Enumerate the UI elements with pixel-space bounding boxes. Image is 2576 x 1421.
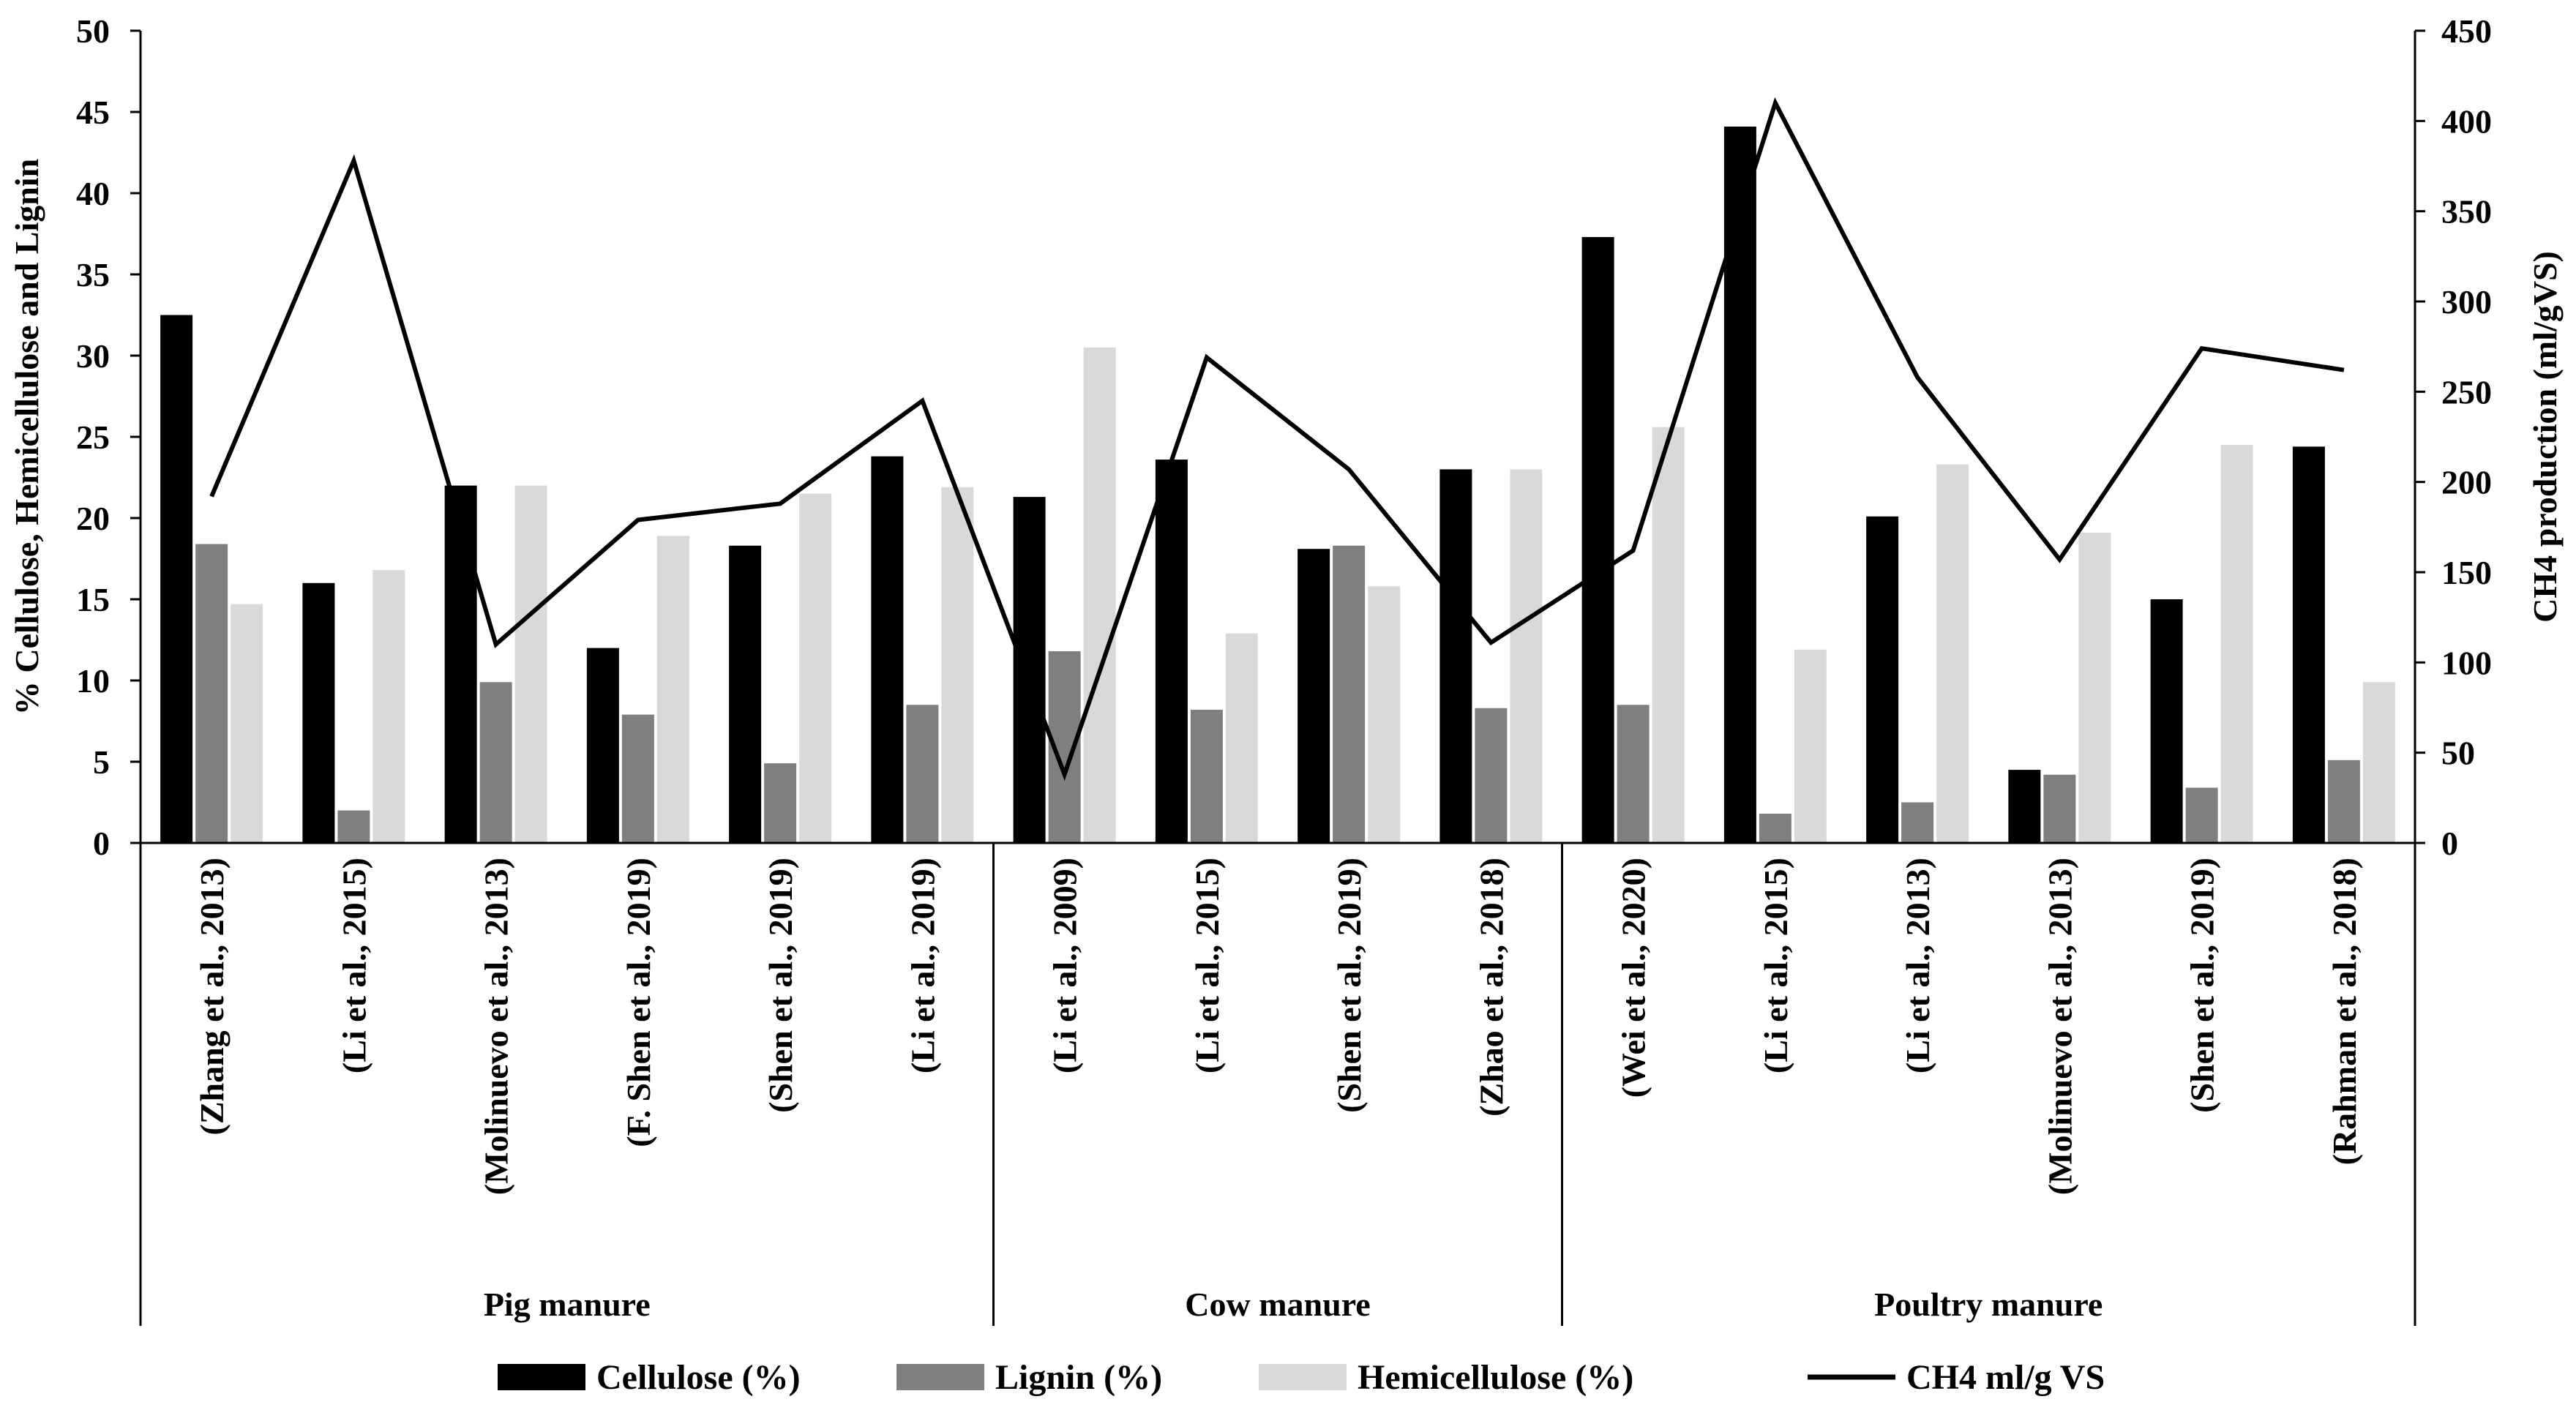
right-axis-title: CH4 production (ml/gVS) xyxy=(2526,251,2564,623)
category-label: (Shen et al., 2019) xyxy=(762,858,799,1113)
hemicellulose-bar xyxy=(799,493,832,843)
left-tick-label: 30 xyxy=(76,337,110,375)
category-label: (Shen et al., 2019) xyxy=(2184,858,2221,1113)
cellulose-bar xyxy=(1581,236,1614,843)
ch4-line xyxy=(209,97,2345,781)
left-tick-label: 10 xyxy=(76,662,110,700)
lignin-bar xyxy=(621,714,654,843)
cellulose-bar xyxy=(2150,599,2183,843)
category-label: (Molinuevo et al., 2013) xyxy=(2041,858,2078,1195)
left-tick-label: 35 xyxy=(76,256,110,293)
lignin-bar xyxy=(1617,705,1650,843)
right-tick-label: 350 xyxy=(2441,193,2492,230)
cellulose-bar xyxy=(1723,126,1756,844)
cellulose-bar xyxy=(586,648,619,843)
hemicellulose-bar xyxy=(1652,427,1685,843)
right-tick-label: 50 xyxy=(2441,735,2475,772)
legend-label-lignin: Lignin (%) xyxy=(995,1358,1162,1397)
left-tick-label: 25 xyxy=(76,419,110,456)
cellulose-bar xyxy=(1013,497,1046,843)
lignin-bar xyxy=(479,682,512,843)
legend-label-ch4: CH4 ml/g VS xyxy=(1906,1358,2105,1397)
lignin-bar xyxy=(1901,802,1934,843)
hemicellulose-bar xyxy=(514,485,547,843)
hemicellulose-bar xyxy=(2078,532,2111,843)
cellulose-bar xyxy=(729,545,762,843)
hemicellulose-bar xyxy=(231,604,263,843)
right-tick-label: 150 xyxy=(2441,554,2492,591)
category-label: (Shen et al., 2019) xyxy=(1330,858,1368,1113)
category-label: (Wei et al., 2020) xyxy=(1615,858,1652,1098)
left-tick-label: 40 xyxy=(76,175,110,212)
right-tick-label: 100 xyxy=(2441,644,2492,681)
left-tick-label: 5 xyxy=(93,743,110,781)
lignin-bar xyxy=(1475,708,1508,843)
left-tick-label: 15 xyxy=(76,581,110,618)
lignin-bar xyxy=(2185,787,2218,843)
lignin-bar xyxy=(764,763,797,843)
right-tick-label: 0 xyxy=(2441,825,2458,862)
legend-label-cellulose: Cellulose (%) xyxy=(596,1358,801,1397)
category-label: (Li et al., 2015) xyxy=(335,858,372,1073)
cellulose-bar xyxy=(160,315,193,843)
left-tick-label: 45 xyxy=(76,94,110,131)
hemicellulose-bar xyxy=(2220,445,2253,843)
category-label: (Rahman et al., 2018) xyxy=(2326,858,2363,1165)
cellulose-bar xyxy=(2008,770,2041,843)
cellulose-bar xyxy=(1155,460,1188,843)
lignin-bar xyxy=(906,705,939,843)
right-tick-label: 400 xyxy=(2441,102,2492,140)
lignin-bar xyxy=(2327,760,2360,843)
lignin-bar xyxy=(195,544,228,843)
cellulose-bar xyxy=(302,582,335,843)
lignin-bar xyxy=(337,810,370,843)
group-label: Cow manure xyxy=(1185,1286,1370,1323)
category-label: (Zhao et al., 2018) xyxy=(1472,858,1510,1117)
left-tick-label: 0 xyxy=(93,825,110,862)
legend-swatch-cellulose xyxy=(498,1364,585,1390)
hemicellulose-bar xyxy=(2362,682,2395,843)
cellulose-bar xyxy=(1298,549,1330,843)
cellulose-bar xyxy=(1439,469,1472,843)
left-tick-label: 20 xyxy=(76,500,110,537)
hemicellulose-bar xyxy=(1510,469,1543,843)
left-tick-label: 50 xyxy=(76,12,110,50)
hemicellulose-bar xyxy=(656,536,689,843)
cellulose-bar xyxy=(444,485,477,843)
hemicellulose-bar xyxy=(1794,649,1827,843)
lignin-bar xyxy=(1190,709,1223,843)
category-label: (Li et al., 2019) xyxy=(904,858,941,1073)
category-label: (Li et al., 2013) xyxy=(1899,858,1936,1073)
hemicellulose-bar xyxy=(1225,633,1258,843)
cellulose-bar xyxy=(871,456,904,843)
group-label: Poultry manure xyxy=(1874,1286,2103,1323)
lignin-bar xyxy=(1759,814,1791,843)
right-tick-label: 300 xyxy=(2441,283,2492,320)
hemicellulose-bar xyxy=(1368,586,1401,843)
right-tick-label: 450 xyxy=(2441,12,2492,50)
category-label: (Li et al., 2015) xyxy=(1757,858,1794,1073)
legend-swatch-hemicellulose xyxy=(1259,1364,1347,1390)
group-label: Pig manure xyxy=(484,1286,651,1323)
cellulose-bar xyxy=(2292,446,2325,843)
category-label: (F. Shen et al., 2019) xyxy=(620,858,657,1147)
right-tick-label: 250 xyxy=(2441,373,2492,410)
lignin-bar xyxy=(1333,545,1366,843)
cellulose-bar xyxy=(1866,516,1899,843)
right-tick-label: 200 xyxy=(2441,464,2492,501)
left-axis-title: % Cellulose, Hemicellulose and Lignin xyxy=(8,159,45,715)
hemicellulose-bar xyxy=(372,570,405,843)
hemicellulose-bar xyxy=(1936,464,1969,843)
category-label: (Li et al., 2009) xyxy=(1046,858,1084,1073)
category-label: (Molinuevo et al., 2013) xyxy=(478,858,515,1195)
category-label: (Zhang et al., 2013) xyxy=(193,858,231,1136)
hemicellulose-bar xyxy=(941,487,974,843)
hemicellulose-bar xyxy=(1083,347,1116,843)
category-label: (Li et al., 2015) xyxy=(1188,858,1226,1073)
legend-label-hemicellulose: Hemicellulose (%) xyxy=(1358,1358,1633,1397)
legend-swatch-lignin xyxy=(896,1364,984,1390)
lignin-bar xyxy=(2043,774,2076,843)
